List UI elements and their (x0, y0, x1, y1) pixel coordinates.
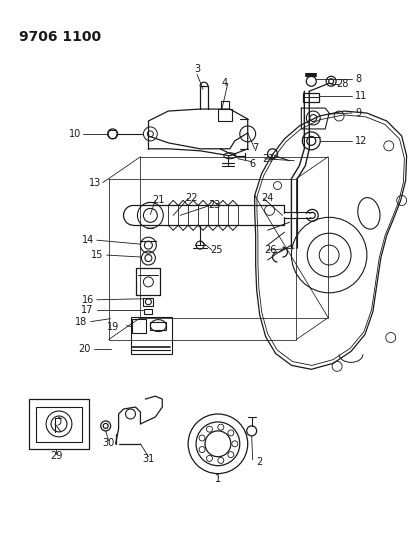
Text: 11: 11 (355, 91, 367, 101)
Text: 19: 19 (107, 321, 119, 332)
Text: 29: 29 (50, 451, 62, 461)
Text: 15: 15 (91, 250, 104, 260)
Text: 6: 6 (250, 159, 256, 169)
Text: 13: 13 (88, 177, 101, 188)
Bar (131, 317, 172, 354)
Text: 22: 22 (185, 193, 198, 204)
Text: 9706 1100: 9706 1100 (19, 30, 102, 44)
Text: 17: 17 (81, 305, 94, 314)
Text: 1: 1 (215, 473, 221, 483)
Text: 12: 12 (355, 136, 367, 146)
Bar (143, 298, 153, 306)
Text: 8: 8 (355, 74, 361, 84)
Text: 27: 27 (263, 154, 275, 164)
Text: 7: 7 (253, 143, 259, 153)
Text: 14: 14 (81, 235, 94, 245)
Text: 21: 21 (152, 196, 165, 205)
Bar (303, 93, 319, 102)
Text: 9: 9 (355, 108, 361, 118)
Text: 25: 25 (210, 245, 222, 255)
Text: 2: 2 (256, 457, 263, 467)
Bar (144, 309, 152, 314)
Text: 28: 28 (336, 79, 349, 89)
Bar (150, 321, 166, 329)
Text: 20: 20 (79, 344, 91, 354)
Bar (36, 407, 82, 442)
Text: 3: 3 (194, 64, 200, 74)
Text: 31: 31 (142, 454, 155, 464)
Text: 4: 4 (222, 78, 228, 88)
Text: 10: 10 (69, 129, 81, 139)
Bar (218, 109, 232, 121)
Text: 26: 26 (265, 245, 277, 255)
Bar (29, 399, 89, 449)
Text: 24: 24 (262, 193, 274, 204)
Bar (132, 319, 146, 333)
Text: 18: 18 (74, 317, 87, 327)
Text: 30: 30 (102, 438, 115, 448)
Text: 23: 23 (208, 200, 220, 211)
Text: 16: 16 (81, 295, 94, 305)
